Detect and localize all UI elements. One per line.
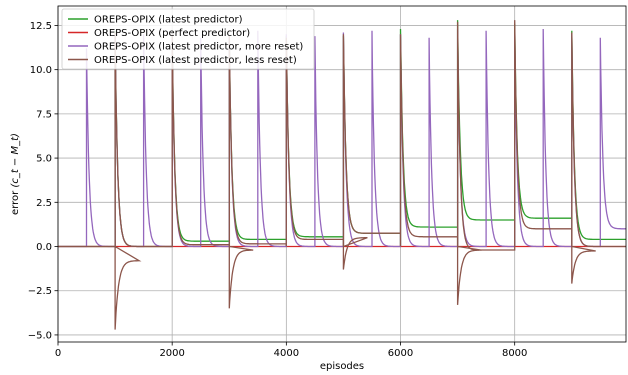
y-tick-label: 5.0: [36, 154, 52, 165]
y-axis-label-main: error: [10, 188, 21, 215]
legend: OREPS-OPIX (latest predictor) OREPS-OPIX …: [61, 8, 315, 70]
y-tick-label: 2.5: [36, 198, 52, 209]
x-tick-label: 0: [55, 348, 61, 359]
series-line: [58, 20, 626, 330]
y-tick-label: 12.5: [30, 21, 52, 32]
legend-entry-label: OREPS-OPIX (latest predictor, less reset…: [94, 55, 297, 66]
x-axis-ticks: 0 2000 4000 6000 8000: [55, 342, 527, 359]
legend-entry-label: OREPS-OPIX (latest predictor, more reset…: [94, 42, 303, 53]
legend-entry-label: OREPS-OPIX (perfect predictor): [94, 28, 250, 39]
y-axis-label: error (c_t − M_t): [10, 133, 21, 215]
series-4: [58, 20, 626, 330]
legend-entry-label: OREPS-OPIX (latest predictor): [94, 15, 243, 26]
y-tick-label: −5.0: [28, 330, 52, 341]
x-tick-label: 8000: [502, 348, 527, 359]
x-tick-label: 6000: [388, 348, 413, 359]
y-axis-ticks: −5.0 −2.5 0.0 2.5 5.0 7.5 10.0 12.5: [28, 21, 58, 341]
y-tick-label: 7.5: [36, 109, 52, 120]
x-tick-label: 2000: [159, 348, 184, 359]
x-axis-label: episodes: [320, 361, 364, 372]
y-tick-label: 0.0: [36, 242, 52, 253]
plot-frame: [57, 5, 627, 343]
y-tick-label: 10.0: [30, 65, 52, 76]
series-lines: [58, 20, 626, 330]
legend-box: [61, 8, 315, 70]
y-axis-label-math: (c_t − M_t): [10, 133, 21, 188]
y-tick-label: −2.5: [28, 286, 52, 297]
x-tick-label: 4000: [274, 348, 299, 359]
